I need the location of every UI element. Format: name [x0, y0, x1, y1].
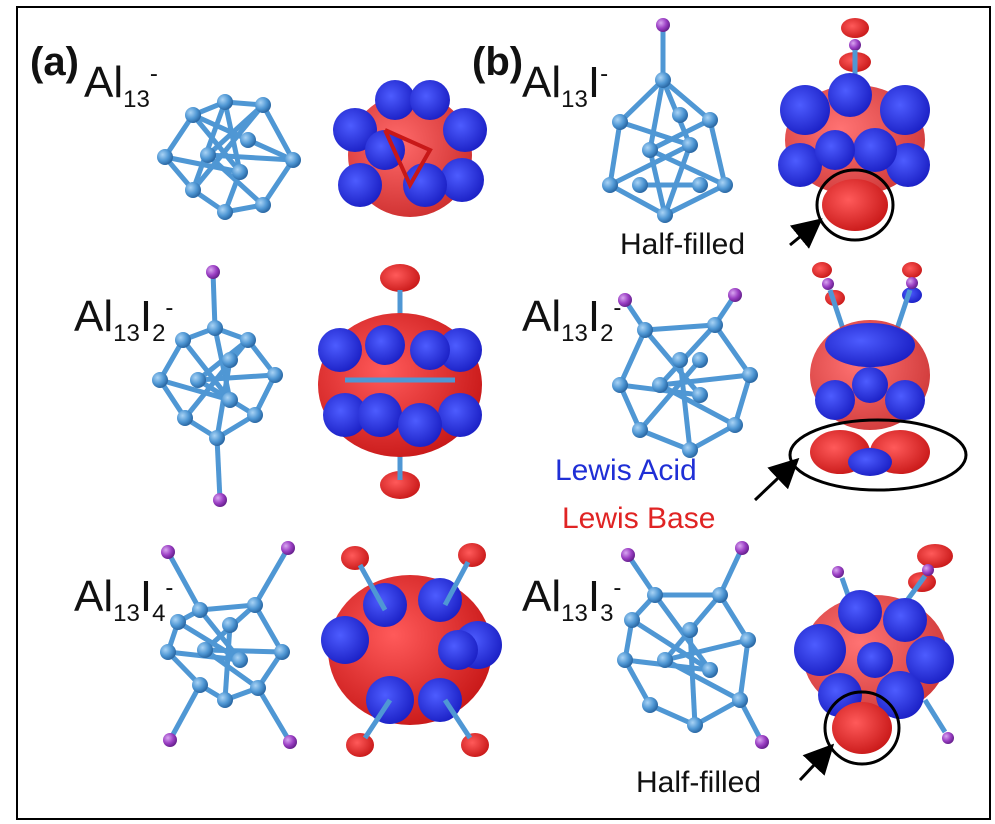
cluster-al13i4-structure — [165, 546, 293, 744]
formula-al13i4: Al13I4- — [74, 572, 174, 627]
formula-al13i: Al13I- — [522, 58, 609, 113]
orbital-al13i3 — [794, 544, 954, 782]
panel-label-b: (b) — [472, 40, 524, 84]
legend-lewis-base: Lewis Base — [562, 502, 716, 535]
cluster-al13i2-b-atoms — [612, 288, 758, 458]
orbital-al13i2-b — [753, 262, 968, 502]
cluster-al13i2-a-structure — [157, 271, 278, 501]
cluster-al13i3-structure — [622, 546, 765, 744]
orbital-al13i2-a — [318, 264, 482, 499]
formula-al13: Al13- — [84, 58, 158, 113]
orbital-al13 — [333, 80, 487, 217]
half-filled-label-top: Half-filled — [620, 228, 746, 261]
cluster-al13-structure — [161, 99, 296, 215]
cluster-al13i2-b-structure — [617, 293, 753, 453]
cluster-al13i2-a-atoms — [152, 265, 283, 507]
cluster-al13-atoms — [157, 94, 301, 220]
cluster-al13i4-atoms — [160, 541, 297, 749]
formula-al13i2-a: Al13I2- — [74, 292, 174, 347]
panel-label-a: (a) — [30, 40, 79, 84]
cluster-al13i-atoms — [602, 18, 733, 223]
formula-al13i3: Al13I3- — [522, 572, 622, 627]
orbital-al13i — [778, 18, 930, 249]
cluster-al13i3-atoms — [617, 541, 769, 749]
legend-lewis-acid: Lewis Acid — [555, 454, 697, 487]
half-filled-label-bottom: Half-filled — [636, 766, 762, 799]
figure-frame — [16, 6, 991, 820]
formula-al13i2-b: Al13I2- — [522, 292, 622, 347]
orbital-al13i4 — [321, 543, 502, 757]
